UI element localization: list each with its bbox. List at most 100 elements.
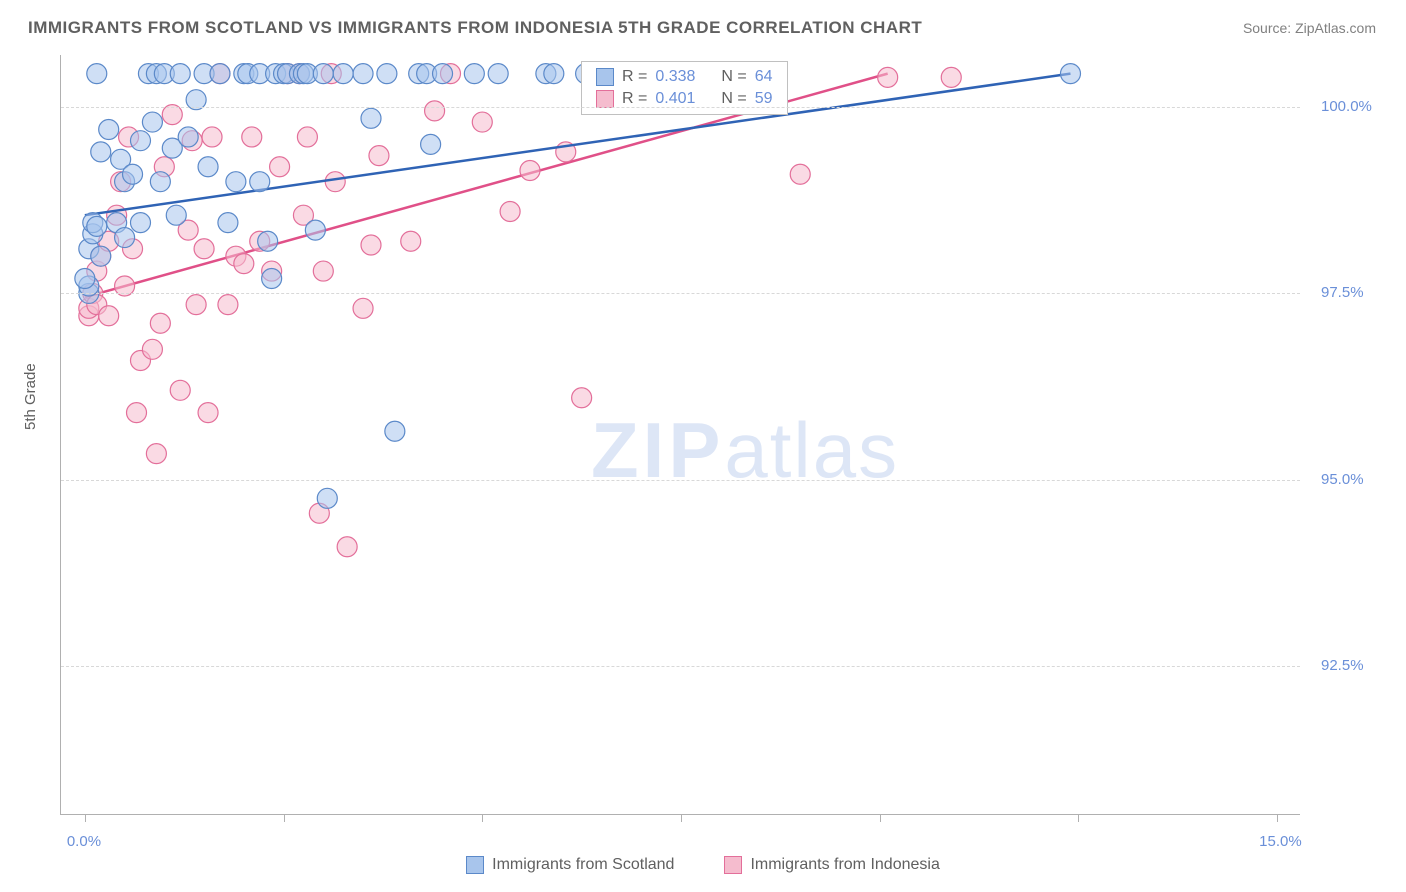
- data-point: [130, 213, 150, 233]
- n-value-indonesia: 59: [755, 90, 773, 108]
- data-point: [150, 313, 170, 333]
- swatch-indonesia: [596, 90, 614, 108]
- data-point: [166, 205, 186, 225]
- data-point: [421, 134, 441, 154]
- data-point: [325, 172, 345, 192]
- swatch-scotland: [596, 68, 614, 86]
- data-point: [544, 64, 564, 84]
- y-axis-label: 5th Grade: [22, 363, 39, 430]
- y-tick-label: 92.5%: [1321, 657, 1364, 674]
- gridline: [61, 107, 1300, 108]
- gridline: [61, 666, 1300, 667]
- x-tick: [681, 814, 682, 822]
- header-bar: IMMIGRANTS FROM SCOTLAND VS IMMIGRANTS F…: [28, 18, 1376, 38]
- data-point: [234, 254, 254, 274]
- data-point: [75, 269, 95, 289]
- data-point: [313, 261, 333, 281]
- legend-label-indonesia: Immigrants from Indonesia: [750, 856, 939, 874]
- data-point: [377, 64, 397, 84]
- data-point: [123, 164, 143, 184]
- chart-title: IMMIGRANTS FROM SCOTLAND VS IMMIGRANTS F…: [28, 18, 922, 38]
- x-tick-label: 0.0%: [67, 833, 101, 850]
- data-point: [472, 112, 492, 132]
- plot-area: ZIPatlas R = 0.338 N = 64 R = 0.401 N = …: [60, 55, 1300, 815]
- data-point: [142, 112, 162, 132]
- data-point: [127, 403, 147, 423]
- data-point: [99, 306, 119, 326]
- data-point: [130, 131, 150, 151]
- data-point: [258, 231, 278, 251]
- data-point: [178, 127, 198, 147]
- data-point: [170, 64, 190, 84]
- data-point: [218, 213, 238, 233]
- data-point: [790, 164, 810, 184]
- gridline: [61, 293, 1300, 294]
- data-point: [317, 488, 337, 508]
- data-point: [87, 216, 107, 236]
- data-point: [1060, 64, 1080, 84]
- data-point: [297, 127, 317, 147]
- legend-row-scotland: R = 0.338 N = 64: [582, 66, 787, 88]
- source-label: Source: ZipAtlas.com: [1243, 20, 1376, 36]
- x-tick: [1277, 814, 1278, 822]
- n-label: N =: [721, 90, 746, 108]
- data-point: [464, 64, 484, 84]
- n-label: N =: [721, 68, 746, 86]
- data-point: [87, 64, 107, 84]
- y-tick-label: 97.5%: [1321, 284, 1364, 301]
- n-value-scotland: 64: [755, 68, 773, 86]
- swatch-indonesia: [724, 856, 742, 874]
- data-point: [146, 444, 166, 464]
- data-point: [218, 295, 238, 315]
- data-point: [337, 537, 357, 557]
- r-value-indonesia: 0.401: [655, 90, 695, 108]
- r-label: R =: [622, 90, 647, 108]
- data-point: [210, 64, 230, 84]
- x-tick: [482, 814, 483, 822]
- data-point: [353, 298, 373, 318]
- data-point: [226, 172, 246, 192]
- legend-item-scotland: Immigrants from Scotland: [466, 856, 674, 874]
- data-point: [270, 157, 290, 177]
- data-point: [361, 108, 381, 128]
- data-point: [941, 67, 961, 87]
- r-label: R =: [622, 68, 647, 86]
- legend-label-scotland: Immigrants from Scotland: [492, 856, 674, 874]
- data-point: [520, 160, 540, 180]
- data-point: [262, 269, 282, 289]
- legend-item-indonesia: Immigrants from Indonesia: [724, 856, 939, 874]
- series-legend: Immigrants from Scotland Immigrants from…: [0, 856, 1406, 874]
- y-tick-label: 100.0%: [1321, 98, 1372, 115]
- data-point: [353, 64, 373, 84]
- x-tick-label: 15.0%: [1259, 833, 1302, 850]
- data-point: [313, 64, 333, 84]
- swatch-scotland: [466, 856, 484, 874]
- data-point: [361, 235, 381, 255]
- data-point: [91, 246, 111, 266]
- x-tick: [1078, 814, 1079, 822]
- data-point: [385, 421, 405, 441]
- x-tick: [85, 814, 86, 822]
- data-point: [433, 64, 453, 84]
- r-value-scotland: 0.338: [655, 68, 695, 86]
- data-point: [202, 127, 222, 147]
- data-point: [333, 64, 353, 84]
- data-point: [425, 101, 445, 121]
- plot-svg: [61, 55, 1300, 814]
- x-tick: [880, 814, 881, 822]
- data-point: [115, 228, 135, 248]
- data-point: [198, 403, 218, 423]
- data-point: [572, 388, 592, 408]
- data-point: [401, 231, 421, 251]
- data-point: [186, 295, 206, 315]
- data-point: [305, 220, 325, 240]
- data-point: [194, 239, 214, 259]
- data-point: [198, 157, 218, 177]
- data-point: [242, 127, 262, 147]
- data-point: [250, 172, 270, 192]
- data-point: [369, 146, 389, 166]
- data-point: [488, 64, 508, 84]
- gridline: [61, 480, 1300, 481]
- data-point: [150, 172, 170, 192]
- data-point: [170, 380, 190, 400]
